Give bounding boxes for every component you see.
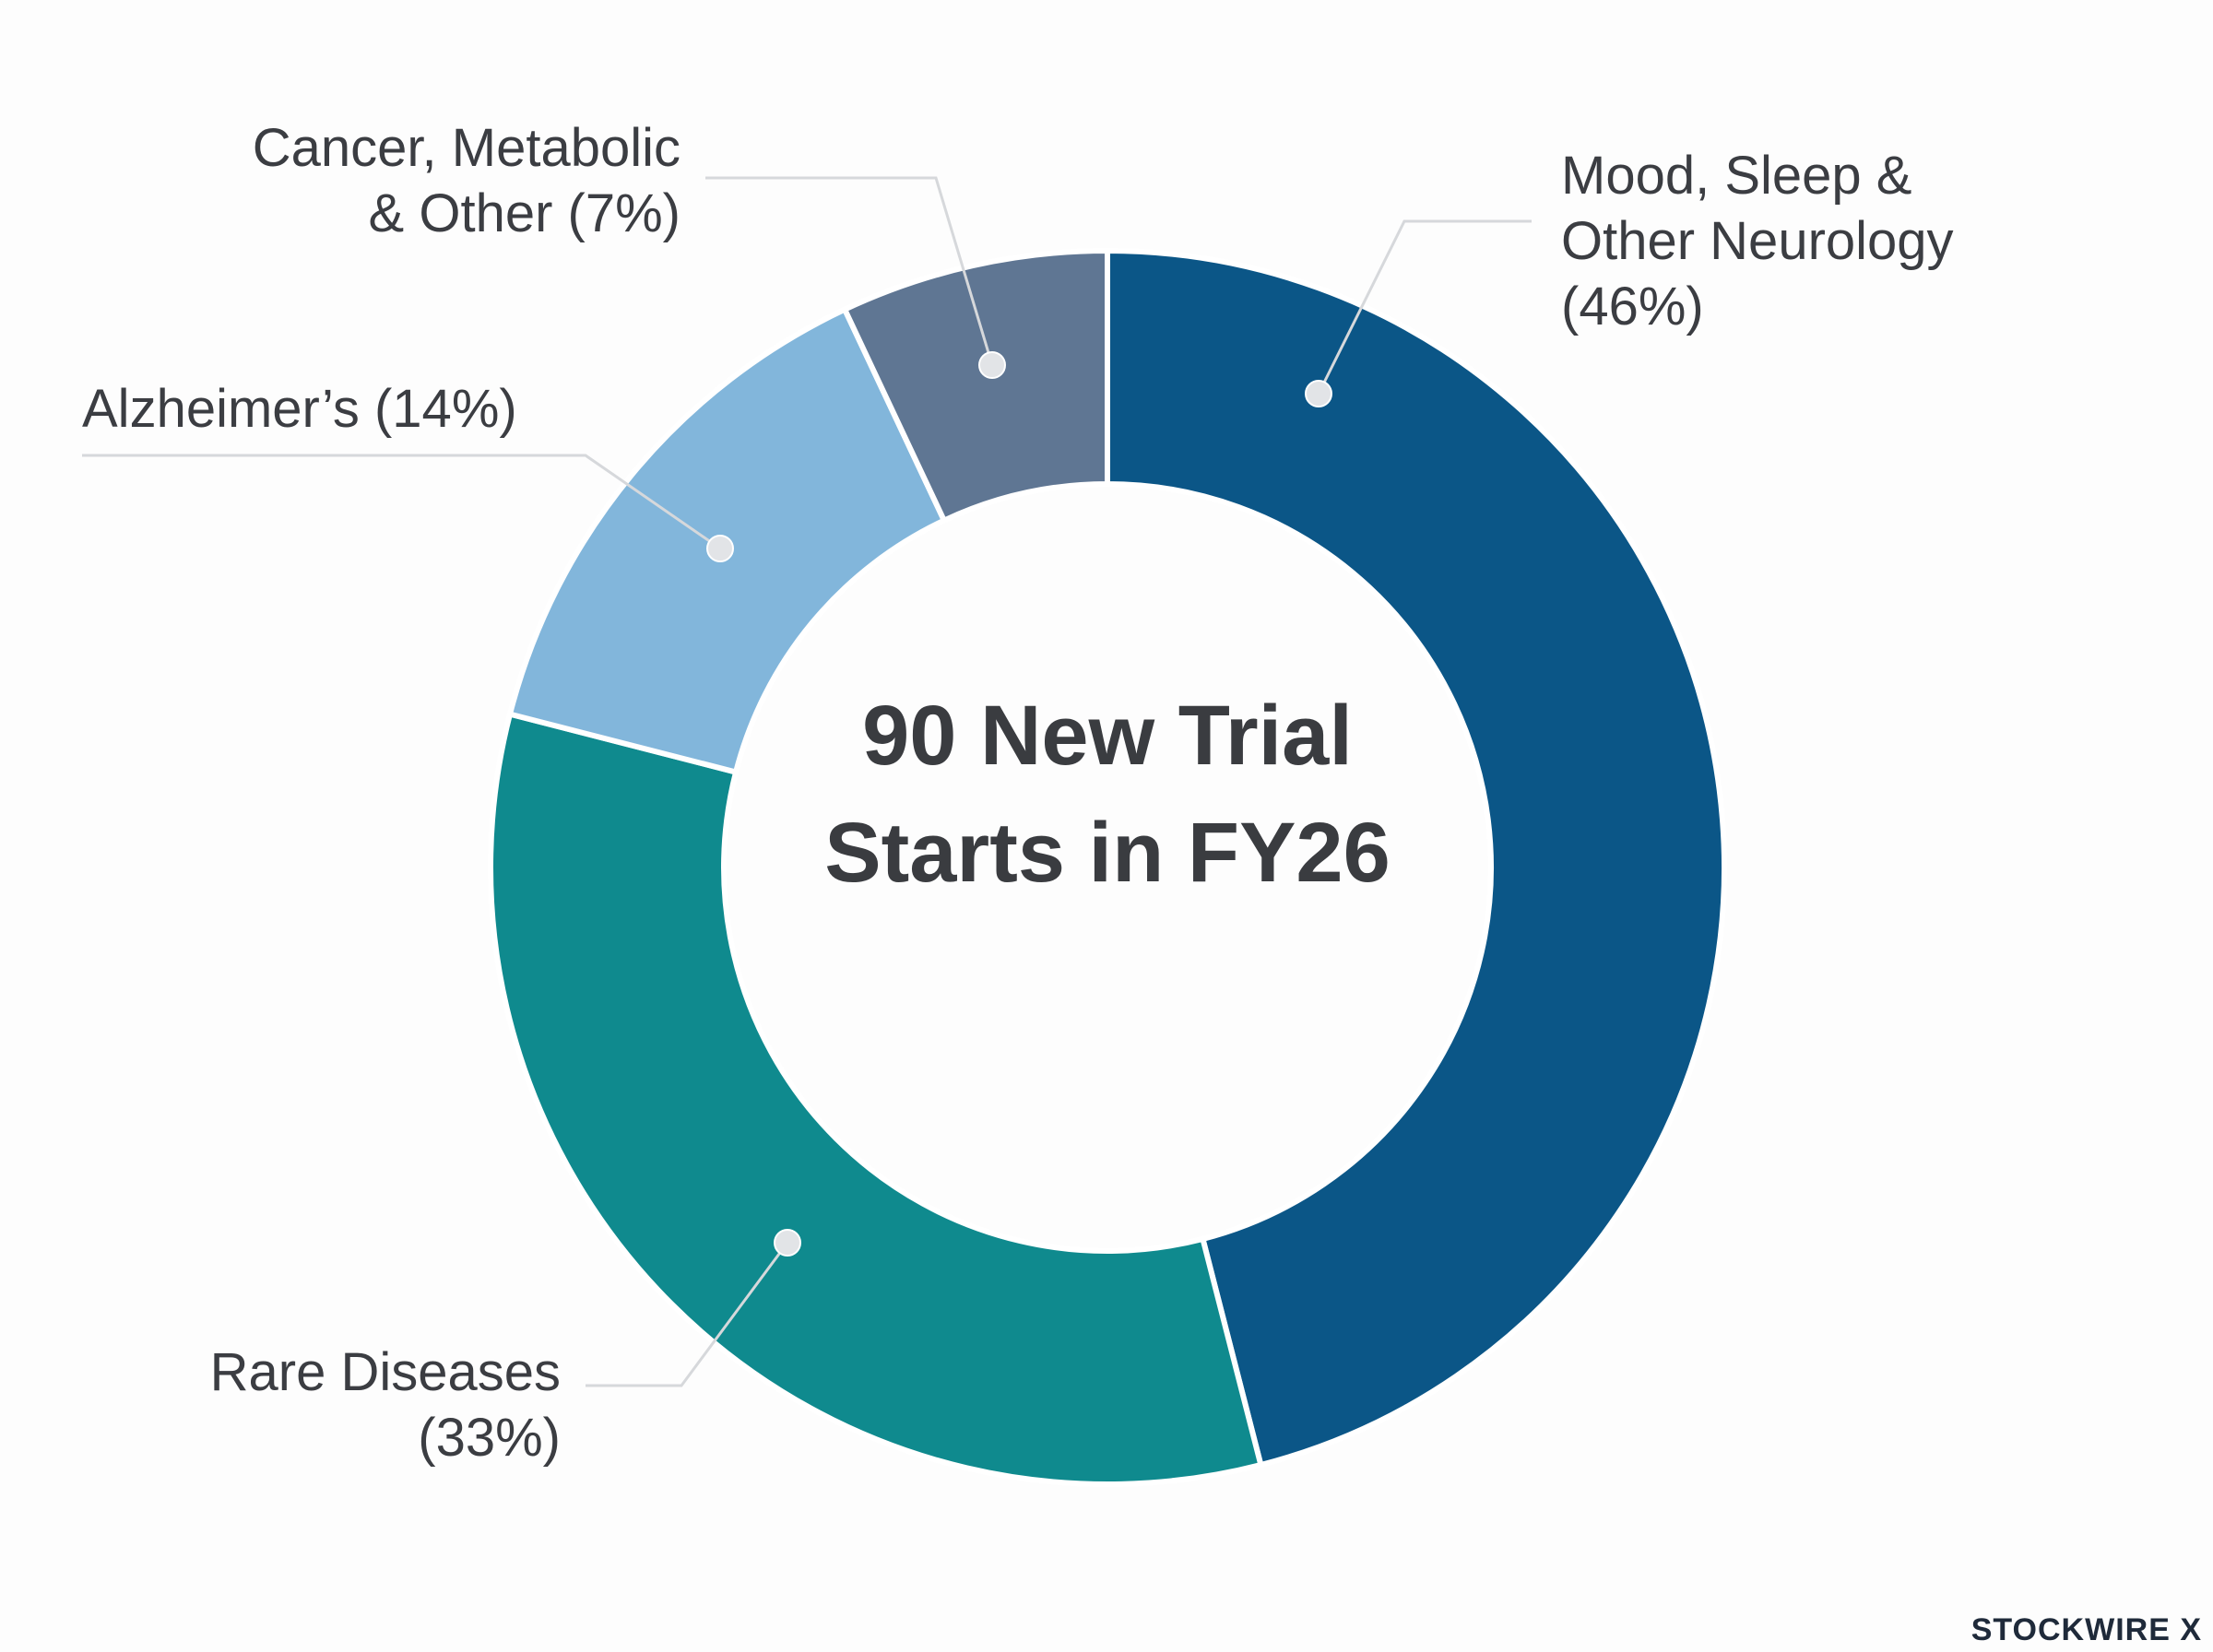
leader-line: [82, 454, 721, 550]
donut-segment: [841, 247, 1110, 525]
category-label: Mood, Sleep & Other Neurology: [1561, 146, 1954, 271]
center-title: 90 New Trial Starts in FY26: [824, 689, 1391, 900]
donut-segment: [488, 710, 1265, 1487]
category-label: Alzheimer’s: [82, 379, 360, 439]
category-label: Cancer, Metabolic & Other: [252, 118, 680, 243]
leader-dot: [706, 535, 734, 562]
label: Rare Diseases (33%): [146, 1339, 561, 1470]
leader-dot: [774, 1229, 801, 1257]
label: Cancer, Metabolic & Other (7%): [219, 115, 680, 246]
leader-line: [1317, 219, 1532, 395]
donut-segment: [1105, 247, 1727, 1469]
value-label: (14%): [373, 379, 517, 439]
value-label: (33%): [418, 1408, 561, 1468]
label: Mood, Sleep & Other Neurology (46%): [1561, 143, 2004, 339]
label: Alzheimer’s (14%): [82, 376, 728, 442]
watermark: STOCKWIRE X: [1970, 1612, 2202, 1647]
leader-dot: [978, 351, 1006, 379]
leader-line: [705, 176, 994, 366]
value-label: (7%): [567, 183, 680, 243]
leader-line: [586, 1242, 789, 1387]
leader-dot: [1305, 380, 1332, 407]
category-label: Rare Diseases: [209, 1342, 561, 1402]
value-label: (46%): [1561, 277, 1704, 336]
